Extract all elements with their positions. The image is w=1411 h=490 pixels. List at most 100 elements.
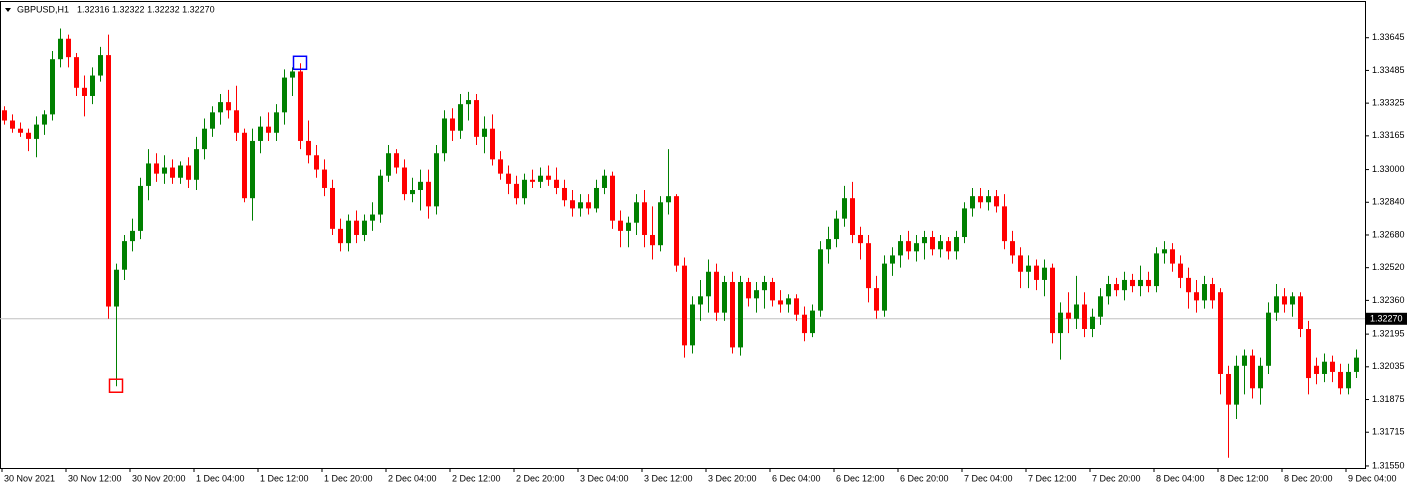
candle-body bbox=[170, 167, 175, 178]
x-tick-label: 9 Dec 04:00 bbox=[1348, 473, 1397, 483]
candle-body bbox=[962, 208, 967, 238]
x-tick-label: 2 Dec 20:00 bbox=[516, 473, 565, 483]
marker bbox=[292, 55, 308, 71]
candle-body bbox=[1154, 253, 1159, 287]
candle-body bbox=[202, 128, 207, 150]
candle-body bbox=[1106, 284, 1111, 297]
candle-body bbox=[1122, 279, 1127, 291]
y-tick-label: 1.32360 bbox=[1372, 295, 1405, 305]
candle-body bbox=[450, 118, 455, 131]
x-tick-label: 30 Nov 12:00 bbox=[68, 473, 122, 483]
candle-body bbox=[466, 100, 471, 105]
candle-body bbox=[498, 159, 503, 174]
y-tick-label: 1.31715 bbox=[1372, 427, 1405, 437]
candle-body bbox=[1138, 279, 1143, 287]
candle-body bbox=[162, 167, 167, 174]
candle-body bbox=[250, 140, 255, 199]
candle-body bbox=[922, 237, 927, 244]
y-tick-label: 1.32840 bbox=[1372, 197, 1405, 207]
candle-body bbox=[1082, 304, 1087, 330]
x-tick-label: 3 Dec 20:00 bbox=[708, 473, 757, 483]
candle-body bbox=[706, 271, 711, 297]
x-tick-label: 6 Dec 12:00 bbox=[836, 473, 885, 483]
candle-body bbox=[930, 237, 935, 250]
candle-body bbox=[650, 234, 655, 246]
candle-body bbox=[898, 241, 903, 256]
candle-body bbox=[138, 185, 143, 231]
y-tick-label: 1.33000 bbox=[1372, 164, 1405, 174]
candle-body bbox=[106, 55, 111, 307]
candle-body bbox=[290, 71, 295, 78]
candle-body bbox=[1282, 296, 1287, 305]
candle-body bbox=[610, 175, 615, 221]
candle-body bbox=[194, 149, 199, 180]
candle-body bbox=[306, 140, 311, 156]
candle-body bbox=[2, 110, 7, 121]
candle-body bbox=[402, 167, 407, 195]
candle-body bbox=[1242, 355, 1247, 366]
price-label-box bbox=[1366, 312, 1407, 325]
candle-body bbox=[722, 281, 727, 313]
candle-body bbox=[434, 153, 439, 207]
candle-body bbox=[362, 220, 367, 235]
candle-body bbox=[370, 214, 375, 221]
x-tick-label: 1 Dec 20:00 bbox=[324, 473, 373, 483]
x-tick-label: 30 Nov 2021 bbox=[4, 473, 55, 483]
candle-body bbox=[418, 181, 423, 191]
candle-body bbox=[834, 218, 839, 240]
x-tick-label: 3 Dec 12:00 bbox=[644, 473, 693, 483]
candle-body bbox=[578, 202, 583, 209]
candle-body bbox=[338, 228, 343, 244]
candle-body bbox=[34, 124, 39, 139]
candle-body bbox=[490, 128, 495, 160]
candle-body bbox=[914, 243, 919, 252]
candle-body bbox=[234, 110, 239, 133]
candle-body bbox=[802, 314, 807, 334]
candle-body bbox=[506, 173, 511, 184]
candle-body bbox=[1066, 312, 1071, 319]
candle-body bbox=[786, 298, 791, 305]
candle-body bbox=[1186, 277, 1191, 293]
candle-body bbox=[226, 102, 231, 111]
candle-body bbox=[346, 220, 351, 244]
candle-body bbox=[1050, 267, 1055, 334]
candle-body bbox=[658, 202, 663, 246]
candle-body bbox=[858, 234, 863, 244]
candle-body bbox=[1250, 355, 1255, 389]
candle-body bbox=[978, 196, 983, 203]
candle-body bbox=[66, 38, 71, 58]
candle-body bbox=[314, 155, 319, 170]
x-tick-label: 6 Dec 04:00 bbox=[772, 473, 821, 483]
candle-body bbox=[442, 118, 447, 154]
candle-body bbox=[642, 202, 647, 235]
y-tick-label: 1.33325 bbox=[1372, 98, 1405, 108]
candle-body bbox=[410, 190, 415, 195]
candle-body bbox=[946, 241, 951, 252]
candle-body bbox=[554, 179, 559, 188]
candle-body bbox=[994, 196, 999, 207]
candle-body bbox=[1266, 312, 1271, 366]
candle-body bbox=[826, 239, 831, 250]
candle-body bbox=[770, 281, 775, 301]
candle-body bbox=[738, 281, 743, 348]
candle-body bbox=[1338, 371, 1343, 389]
chart-subtitle: 1.32316 1.32322 1.32232 1.32270 bbox=[77, 4, 215, 14]
x-tick-label: 6 Dec 20:00 bbox=[900, 473, 949, 483]
x-tick-label: 7 Dec 04:00 bbox=[964, 473, 1013, 483]
candle-body bbox=[762, 281, 767, 291]
candle-body bbox=[666, 196, 671, 203]
candle-body bbox=[282, 77, 287, 113]
candle-body bbox=[274, 112, 279, 133]
candle-body bbox=[1226, 373, 1231, 405]
y-tick-label: 1.32680 bbox=[1372, 229, 1405, 239]
x-tick-label: 2 Dec 04:00 bbox=[388, 473, 437, 483]
x-tick-label: 30 Nov 20:00 bbox=[132, 473, 186, 483]
candle-body bbox=[82, 87, 87, 96]
candle-body bbox=[42, 114, 47, 125]
candle-body bbox=[746, 281, 751, 299]
candle-body bbox=[970, 196, 975, 209]
x-tick-label: 3 Dec 04:00 bbox=[580, 473, 629, 483]
candle-body bbox=[1194, 292, 1199, 301]
